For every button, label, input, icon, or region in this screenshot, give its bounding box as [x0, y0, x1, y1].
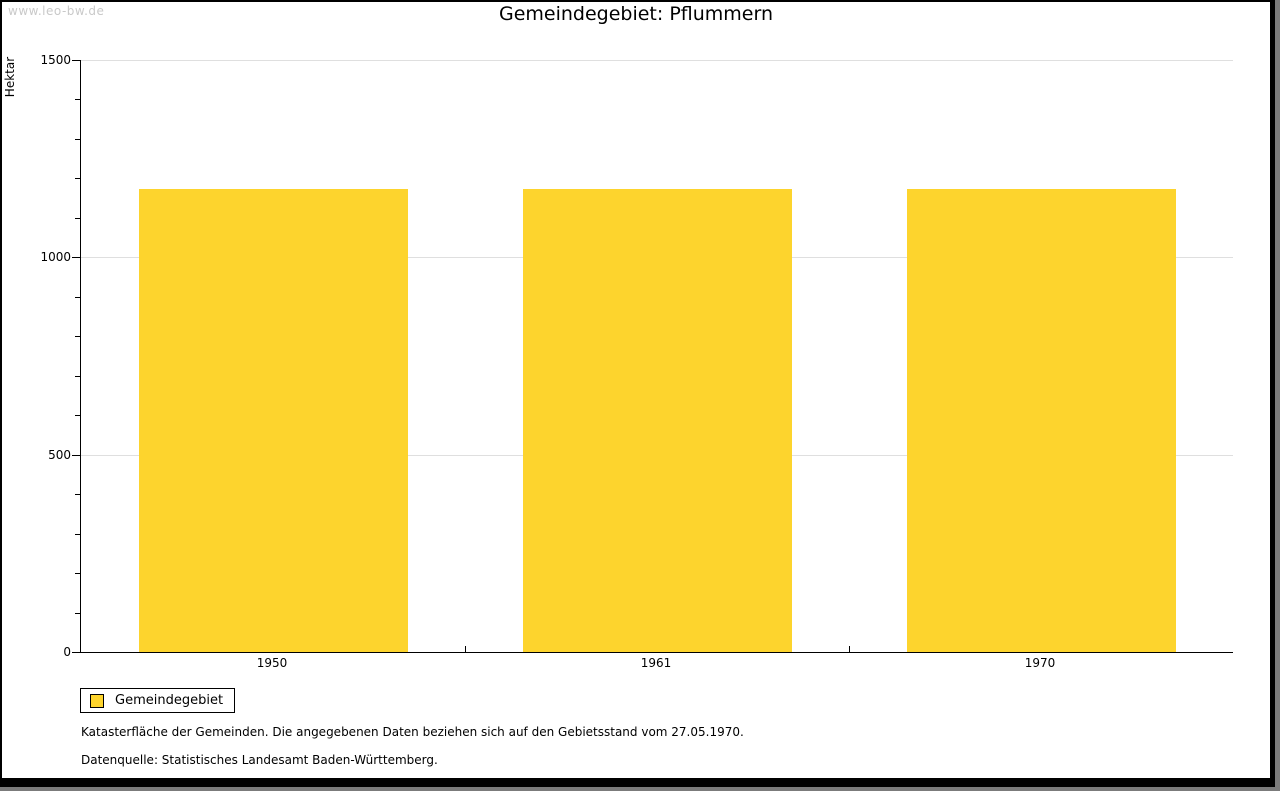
y-major-tick [72, 257, 80, 258]
y-minor-tick [75, 297, 80, 298]
legend-swatch-icon [90, 693, 104, 708]
gridline-1500 [81, 60, 1233, 61]
y-minor-tick [75, 415, 80, 416]
y-tick-label: 1000 [40, 250, 71, 264]
y-tick-label: 1500 [40, 53, 71, 67]
y-minor-tick [75, 336, 80, 337]
bar-1961 [523, 189, 792, 652]
y-minor-tick [75, 573, 80, 574]
y-minor-tick [75, 178, 80, 179]
x-tick-label: 1970 [1024, 656, 1056, 670]
bar-1950 [139, 189, 408, 652]
y-minor-tick [75, 494, 80, 495]
y-minor-tick [75, 534, 80, 535]
y-minor-tick [75, 218, 80, 219]
legend-label: Gemeindegebiet [115, 693, 224, 708]
footnote-source-note: Katasterfläche der Gemeinden. Die angege… [81, 725, 744, 739]
plot-area [80, 60, 1233, 653]
x-boundary-tick [849, 646, 850, 652]
y-minor-tick [75, 139, 80, 140]
watermark: www.leo-bw.de [8, 4, 105, 18]
y-major-tick [72, 455, 80, 456]
y-minor-tick [75, 613, 80, 614]
y-minor-tick [75, 99, 80, 100]
y-major-tick [72, 60, 80, 61]
y-tick-label: 0 [63, 645, 71, 659]
footnote-data-source: Datenquelle: Statistisches Landesamt Bad… [81, 753, 438, 767]
y-tick-label: 500 [48, 448, 71, 462]
y-minor-tick [75, 376, 80, 377]
legend: Gemeindegebiet [80, 688, 236, 713]
chart-title: Gemeindegebiet: Pflummern [498, 3, 774, 25]
y-major-tick [72, 652, 80, 653]
y-axis-title: Hektar [3, 56, 17, 98]
x-tick-label: 1961 [640, 656, 672, 670]
x-boundary-tick [465, 646, 466, 652]
bar-1970 [907, 189, 1176, 652]
x-tick-label: 1950 [256, 656, 288, 670]
